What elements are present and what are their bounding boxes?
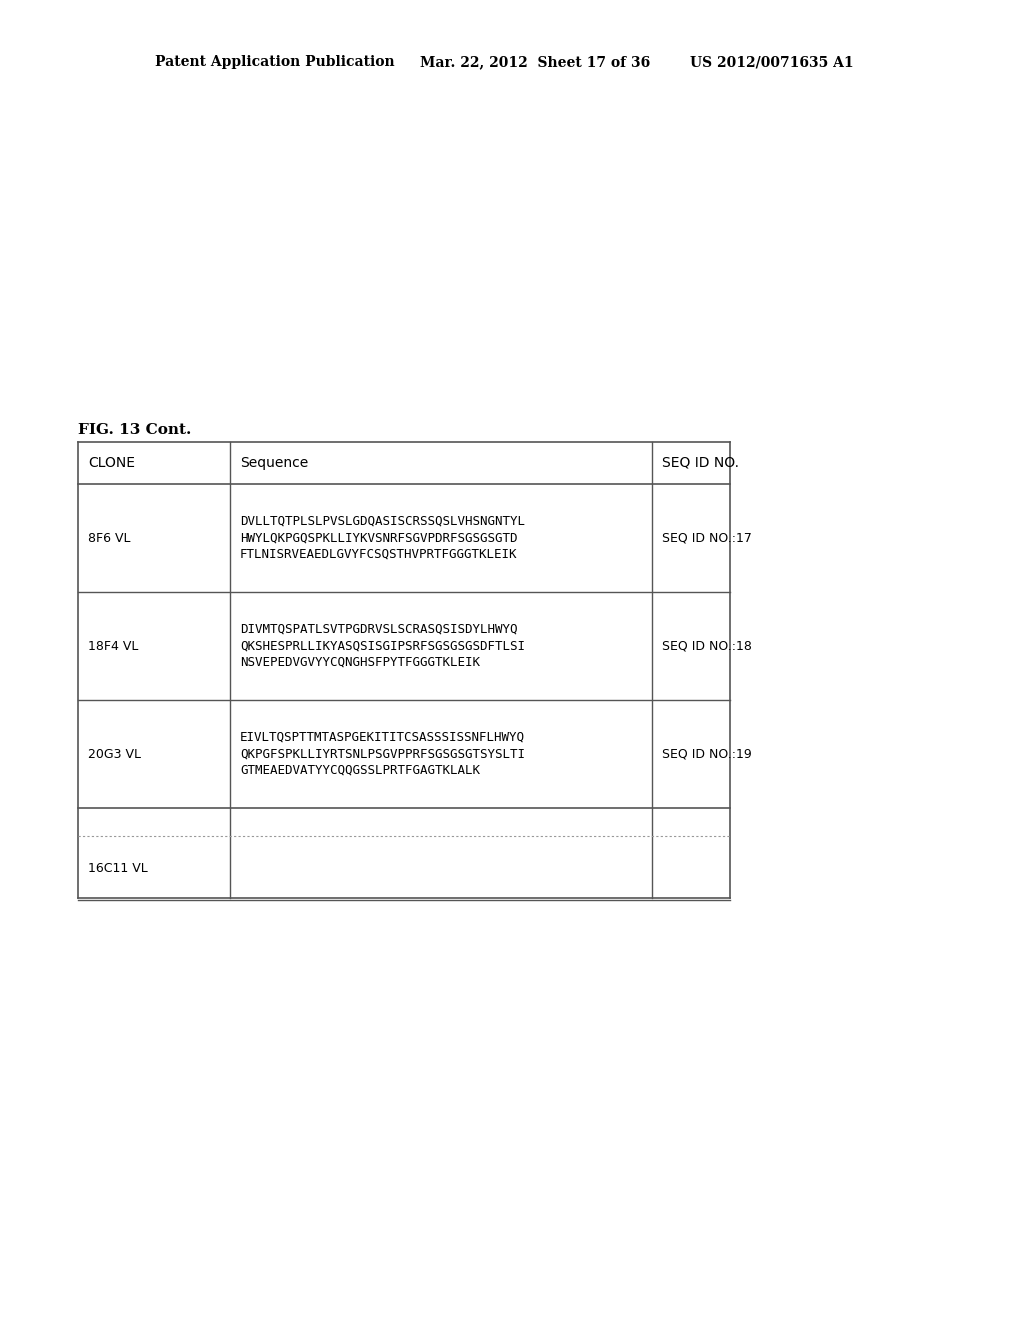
Text: 18F4 VL: 18F4 VL xyxy=(88,639,138,652)
Text: SEQ ID NO.:19: SEQ ID NO.:19 xyxy=(662,747,752,760)
Text: 16C11 VL: 16C11 VL xyxy=(88,862,147,874)
Text: DIVMTQSPATLSVTPGDRVSLSCRASQSISDYLHWYQ: DIVMTQSPATLSVTPGDRVSLSCRASQSISDYLHWYQ xyxy=(240,623,517,636)
Text: EIVLTQSPTTMTASPGEKITITCSASSSISSNFLHWYQ: EIVLTQSPTTMTASPGEKITITCSASSSISSNFLHWYQ xyxy=(240,731,525,744)
Text: GTMEAEDVATYYCQQGSSLPRTFGAGTKLALK: GTMEAEDVATYYCQQGSSLPRTFGAGTKLALK xyxy=(240,764,480,777)
Text: Patent Application Publication: Patent Application Publication xyxy=(155,55,394,69)
Text: Mar. 22, 2012  Sheet 17 of 36: Mar. 22, 2012 Sheet 17 of 36 xyxy=(420,55,650,69)
Text: QKSHESPRLLIKYASQSISGIPSRFSGSGSGSDFTLSI: QKSHESPRLLIKYASQSISGIPSRFSGSGSGSDFTLSI xyxy=(240,639,525,652)
Text: FIG. 13 Cont.: FIG. 13 Cont. xyxy=(78,422,191,437)
Text: 8F6 VL: 8F6 VL xyxy=(88,532,130,544)
Text: Sequence: Sequence xyxy=(240,455,308,470)
Text: US 2012/0071635 A1: US 2012/0071635 A1 xyxy=(690,55,854,69)
Text: HWYLQKPGQSPKLLIYKVSNRFSGVPDRFSGSGSGTD: HWYLQKPGQSPKLLIYKVSNRFSGVPDRFSGSGSGTD xyxy=(240,532,517,544)
Text: DVLLTQTPLSLPVSLGDQASISCRSSQSLVHSNGNTYL: DVLLTQTPLSLPVSLGDQASISCRSSQSLVHSNGNTYL xyxy=(240,515,525,528)
Text: SEQ ID NO.:17: SEQ ID NO.:17 xyxy=(662,532,752,544)
Text: SEQ ID NO.:18: SEQ ID NO.:18 xyxy=(662,639,752,652)
Text: FTLNISRVEAEDLGVYFCSQSTHVPRTFGGGTKLEIK: FTLNISRVEAEDLGVYFCSQSTHVPRTFGGGTKLEIK xyxy=(240,548,517,561)
Text: 20G3 VL: 20G3 VL xyxy=(88,747,141,760)
Text: QKPGFSPKLLIYRTSNLPSGVPPRFSGSGSGTSYSLTI: QKPGFSPKLLIYRTSNLPSGVPPRFSGSGSGTSYSLTI xyxy=(240,747,525,760)
Text: CLONE: CLONE xyxy=(88,455,135,470)
Text: SEQ ID NO.: SEQ ID NO. xyxy=(662,455,739,470)
Text: NSVEPEDVGVYYCQNGHSFPYTFGGGTKLEIK: NSVEPEDVGVYYCQNGHSFPYTFGGGTKLEIK xyxy=(240,656,480,669)
